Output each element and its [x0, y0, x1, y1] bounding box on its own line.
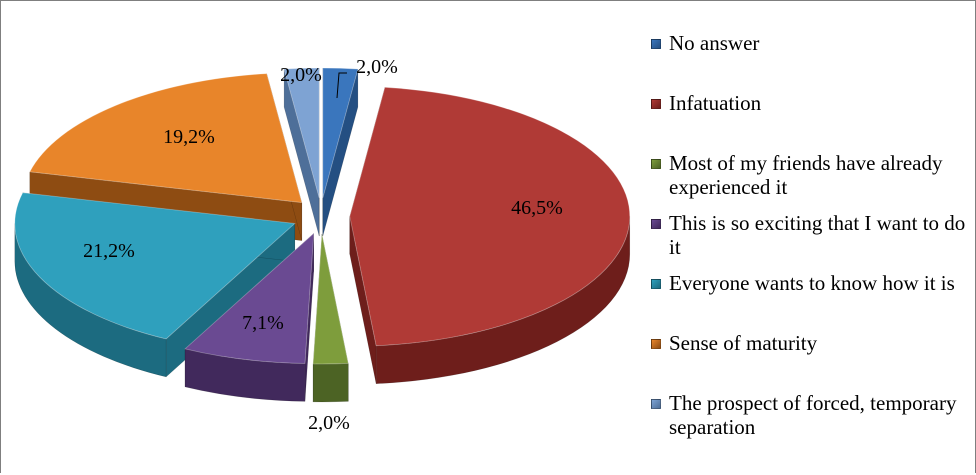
pie-slice-no-answer [322, 67, 359, 199]
data-label-sense-of-maturity: 19,2% [163, 126, 215, 148]
legend-label: Sense of maturity [669, 331, 818, 355]
pie-slice-most-of-my-friends-have-already-experienced-it [312, 233, 349, 365]
legend-item: No answer [651, 31, 969, 55]
legend-item: Infatuation [651, 91, 969, 115]
pie-slice-infatuation [349, 86, 631, 347]
legend-swatch [651, 99, 661, 109]
data-label-the-prospect-of-forced-temporary-separation: 2,0% [280, 64, 322, 86]
legend-label: Infatuation [669, 91, 762, 115]
legend-item: Everyone wants to know how it is [651, 271, 969, 295]
pie-slice-the-prospect-of-forced-temporary-separation [283, 67, 320, 199]
legend-swatch [651, 339, 661, 349]
data-label-most-of-my-friends-have-already-experienced-it: 2,0% [308, 412, 350, 434]
pie-slice-everyone-wants-to-know-how-it-is [14, 192, 296, 340]
legend-swatch [651, 219, 661, 229]
data-label-no-answer: 2,0% [356, 56, 398, 78]
legend-label: Everyone wants to know how it is [669, 271, 955, 295]
data-label-everyone-wants-to-know-how-it-is: 21,2% [83, 240, 135, 262]
legend-item: Most of my friends have already experien… [651, 151, 969, 199]
legend-swatch [651, 39, 661, 49]
pie-slice-this-is-so-exciting-that-i-want-to-do-it [184, 232, 315, 364]
pie-slice-sense-of-maturity [29, 73, 303, 204]
pie-slice-side-no-answer [322, 68, 359, 237]
leader-line [336, 72, 347, 99]
legend-item: This is so exciting that I want to do it [651, 211, 969, 259]
legend-item: The prospect of forced, temporary separa… [651, 391, 969, 439]
pie-slice-side-the-prospect-of-forced-temporary-separation [283, 68, 320, 237]
legend-label: This is so exciting that I want to do it [669, 211, 966, 259]
data-label-this-is-so-exciting-that-i-want-to-do-it: 7,1% [242, 312, 284, 334]
legend-swatch [651, 399, 661, 409]
legend-item: Sense of maturity [651, 331, 969, 355]
legend-label: The prospect of forced, temporary separa… [669, 391, 957, 439]
legend-swatch [651, 159, 661, 169]
data-label-infatuation: 46,5% [511, 197, 563, 219]
legend-label: Most of my friends have already experien… [669, 151, 943, 199]
legend-swatch [651, 279, 661, 289]
legend-label: No answer [669, 31, 760, 55]
